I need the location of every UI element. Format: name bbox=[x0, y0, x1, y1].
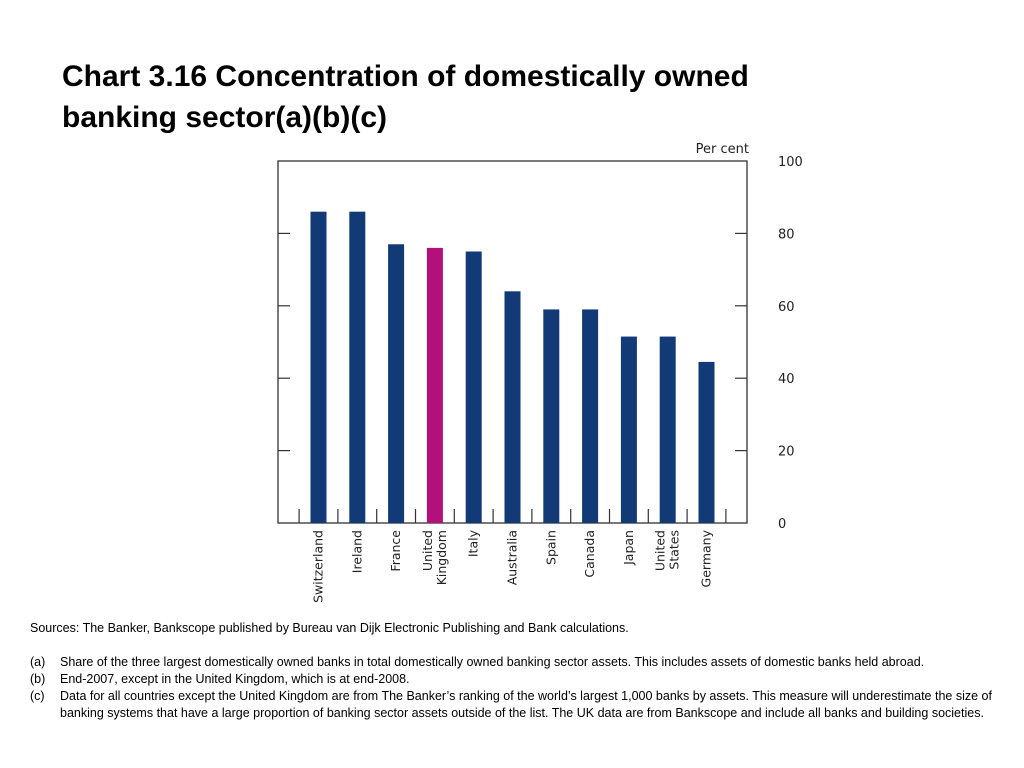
bar bbox=[543, 309, 560, 523]
bar bbox=[698, 361, 715, 523]
y-tick-label: 0 bbox=[778, 517, 786, 532]
footnote-c: (c) Data for all countries except the Un… bbox=[30, 688, 995, 722]
footnote-text: End-2007, except in the United Kingdom, … bbox=[60, 672, 410, 686]
footnote-a: (a) Share of the three largest domestica… bbox=[30, 654, 995, 671]
x-tick-label: Kingdom bbox=[434, 530, 449, 585]
bar bbox=[582, 309, 599, 523]
y-tick-label: 20 bbox=[778, 445, 795, 460]
x-tick-label: United bbox=[420, 530, 435, 571]
chart-title-line-1: Chart 3.16 Concentration of domestically… bbox=[62, 60, 749, 93]
chart-notes: Sources: The Banker, Bankscope published… bbox=[30, 620, 995, 722]
bar bbox=[388, 244, 405, 523]
bar bbox=[426, 247, 443, 523]
y-tick-label: 100 bbox=[778, 155, 803, 170]
bar-chart: 0 20 40 60 80 100 Per cent Switzerland Ireland Fr… bbox=[277, 142, 803, 603]
bar bbox=[465, 251, 482, 523]
bar bbox=[310, 211, 327, 523]
plot-area: 0 20 40 60 80 100 Per cent Switzerland Ireland Fr… bbox=[277, 142, 803, 603]
footnote-mark: (a) bbox=[30, 655, 46, 669]
footnote-mark: (b) bbox=[30, 672, 46, 686]
chart-title-line-2: banking sector(a)(b)(c) bbox=[62, 101, 388, 134]
bar bbox=[659, 336, 676, 523]
chart-title: Chart 3.16 Concentration of domestically… bbox=[62, 56, 882, 138]
x-tick-label: Spain bbox=[543, 530, 558, 565]
footnote-text: Data for all countries except the United… bbox=[60, 689, 992, 720]
x-tick-label: Italy bbox=[466, 529, 481, 557]
footnote-mark: (c) bbox=[30, 689, 45, 703]
x-tick-label: Canada bbox=[582, 530, 597, 578]
x-tick-label: United bbox=[653, 530, 668, 571]
x-tick-label: Germany bbox=[699, 529, 714, 587]
bar bbox=[349, 211, 366, 523]
sources-note: Sources: The Banker, Bankscope published… bbox=[30, 621, 629, 635]
y-tick-label: 40 bbox=[778, 372, 795, 387]
x-tick-label: States bbox=[667, 530, 682, 570]
bar bbox=[504, 291, 521, 523]
x-tick-label: Japan bbox=[621, 530, 636, 566]
x-tick-label: Switzerland bbox=[311, 530, 326, 603]
y-tick-label: 60 bbox=[778, 300, 795, 315]
x-tick-label: Ireland bbox=[349, 530, 364, 573]
footnote-b: (b) End-2007, except in the United Kingd… bbox=[30, 671, 995, 688]
bar bbox=[620, 336, 637, 523]
y-axis-label: Per cent bbox=[696, 142, 749, 157]
footnote-text: Share of the three largest domestically … bbox=[60, 655, 925, 669]
x-tick-label: Australia bbox=[505, 530, 520, 585]
x-tick-label: France bbox=[388, 530, 403, 572]
y-tick-label: 80 bbox=[778, 227, 795, 242]
